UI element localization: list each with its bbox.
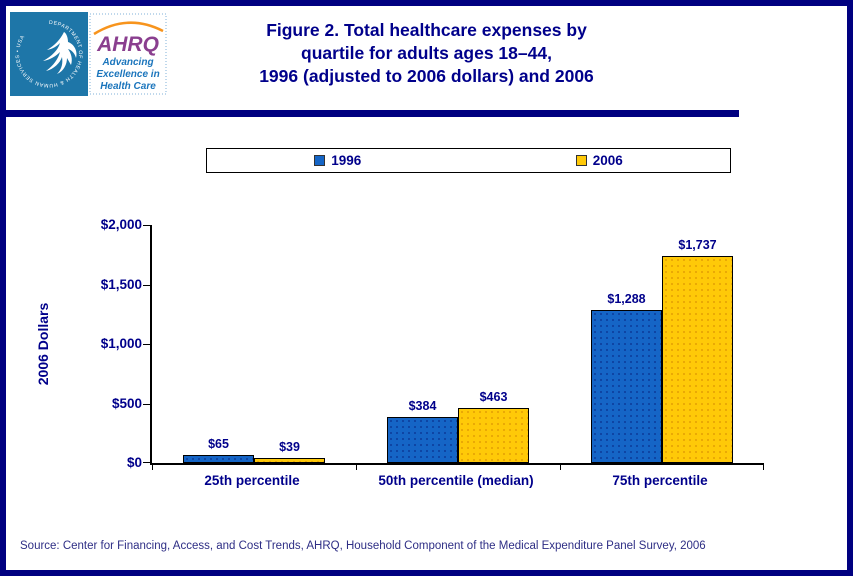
ahrq-arc-icon	[93, 21, 164, 36]
bar-2006-25th-percentile	[254, 458, 325, 463]
hhs-eagle-icon	[43, 32, 77, 74]
legend-item-1996: 1996	[314, 153, 361, 168]
figure-title-line2: quartile for adults ages 18–44,	[301, 43, 552, 63]
y-tick-mark	[143, 403, 150, 405]
legend-label-2006: 2006	[592, 153, 623, 168]
ahrq-tagline-line1: Advancing	[101, 57, 153, 68]
x-tick-mark	[763, 465, 764, 470]
y-tick-mark	[143, 284, 150, 286]
y-axis-title: 2006 Dollars	[35, 302, 51, 386]
bar-value-label: $39	[279, 440, 300, 454]
y-tick-mark	[143, 462, 150, 463]
bar-value-label: $65	[208, 437, 229, 451]
ahrq-acronym: AHRQ	[96, 33, 159, 56]
header-divider	[6, 110, 739, 117]
bar-1996-75th-percentile	[591, 310, 662, 463]
figure-title-line3: 1996 (adjusted to 2006 dollars) and 2006	[259, 66, 594, 86]
y-axis-labels: $0 $500 $1,000 $1,500 $2,000	[56, 217, 142, 470]
figure-title: Figure 2. Total healthcare expenses by q…	[6, 19, 847, 88]
bar-1996-50th-percentile-median-	[387, 417, 458, 463]
category-label: 75th percentile	[612, 473, 708, 488]
legend-swatch-1996	[314, 155, 326, 166]
y-tick-label: $1,500	[100, 276, 142, 292]
ahrq-tagline-line3: Health Care	[100, 81, 156, 92]
bar-2006-75th-percentile	[662, 256, 733, 463]
bar-value-label: $463	[479, 390, 508, 404]
y-tick-mark	[143, 344, 150, 345]
y-tick-mark	[143, 225, 150, 226]
bar-1996-25th-percentile	[183, 455, 254, 463]
x-tick-mark	[152, 465, 153, 470]
y-tick-label: $2,000	[100, 217, 142, 232]
legend-swatch-2006	[575, 155, 587, 166]
chart-legend: 1996 2006	[206, 148, 731, 173]
legend-label-1996: 1996	[331, 153, 362, 168]
source-note: Source: Center for Financing, Access, an…	[20, 540, 706, 552]
y-tick-label: $500	[111, 395, 142, 411]
legend-item-2006: 2006	[575, 153, 623, 168]
x-tick-mark	[356, 465, 357, 470]
bar-value-label: $384	[408, 399, 437, 413]
bar-2006-50th-percentile-median-	[458, 408, 529, 463]
ahrq-tagline-line2: Excellence in	[96, 69, 159, 80]
x-axis-labels: 25th percentile 50th percentile (median) 7…	[150, 473, 762, 488]
x-tick-mark	[560, 465, 561, 470]
plot-area: $65 $39 $384 $463 $1,288 $1,737	[143, 225, 764, 470]
category-label: 25th percentile	[204, 473, 300, 488]
figure-title-line1: Figure 2. Total healthcare expenses by	[266, 20, 587, 40]
y-tick-label: $1,000	[100, 336, 142, 351]
category-label: 50th percentile (median)	[378, 473, 534, 488]
hhs-ahrq-logo: DEPARTMENT OF HEALTH & HUMAN SERVICES • …	[10, 12, 168, 96]
bar-value-label: $1,288	[607, 292, 646, 306]
y-tick-label: $0	[126, 455, 142, 470]
bar-value-label: $1,737	[678, 238, 717, 252]
